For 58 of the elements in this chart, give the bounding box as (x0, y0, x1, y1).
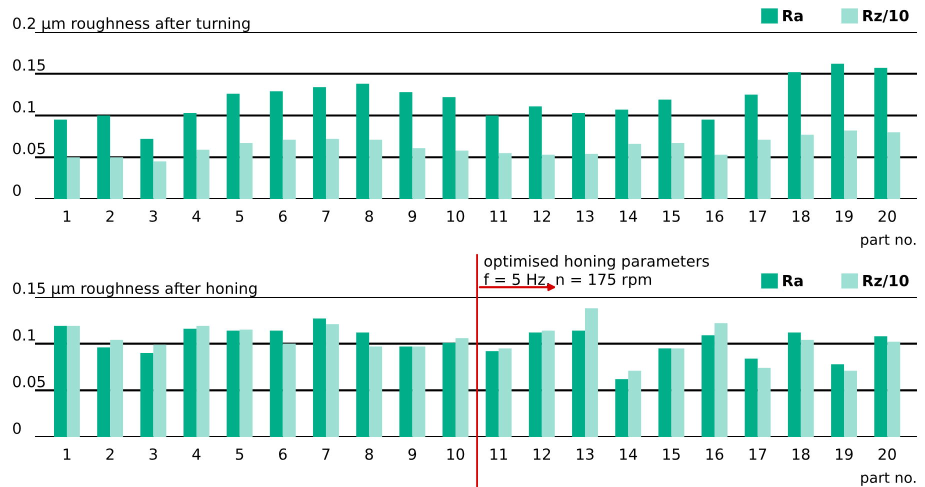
y-tick-label: 0 (13, 184, 21, 196)
x-tick-label: 8 (365, 448, 373, 460)
legend-label: Ra (783, 10, 803, 22)
x-tick-label: 6 (279, 210, 287, 222)
x-tick-label: 3 (150, 210, 157, 222)
x-tick-label: 11 (490, 448, 507, 460)
y-tick-label: 0.2 (13, 17, 35, 30)
x-tick-label: 12 (534, 448, 550, 460)
x-tick-label: 1 (64, 210, 70, 222)
x-tick-label: 9 (408, 210, 416, 222)
x-tick-label: 2 (106, 448, 114, 460)
x-tick-label: 10 (447, 448, 464, 460)
x-tick-label: 4 (192, 448, 200, 460)
x-tick-label: 7 (322, 448, 330, 460)
x-tick-label: 14 (620, 448, 638, 460)
x-axis-title: part no. (861, 234, 916, 248)
x-tick-label: 20 (878, 210, 896, 222)
x-tick-label: 2 (106, 210, 114, 222)
x-tick-label: 13 (576, 448, 594, 460)
legend-label: Rz/10 (863, 274, 909, 288)
x-tick-label: 20 (878, 448, 896, 460)
legend-label: Rz/10 (863, 10, 909, 23)
x-tick-label: 19 (836, 210, 853, 222)
x-axis-title: part no. (861, 472, 916, 486)
x-tick-label: 16 (706, 210, 724, 222)
x-tick-label: 14 (620, 210, 638, 222)
x-tick-label: 6 (279, 448, 287, 460)
x-tick-label: 18 (792, 448, 810, 460)
x-tick-label: 1 (64, 448, 70, 460)
x-tick-label: 17 (750, 448, 766, 460)
y-axis-title: µm roughness after turning (42, 17, 250, 32)
x-tick-label: 5 (236, 210, 244, 222)
y-axis-title: µm roughness after honing (52, 282, 256, 297)
y-tick-label: 0.1 (13, 329, 35, 341)
ref-line-label: optimised honing parameters f = 5 Hz, n = 175 rpm (484, 255, 709, 288)
y-tick-label: 0.05 (13, 376, 45, 388)
legend-label: Ra (783, 275, 803, 286)
x-tick-label: 8 (365, 210, 373, 222)
y-tick-label: 0.15 (13, 282, 45, 294)
x-tick-label: 17 (750, 210, 766, 222)
y-tick-label: 0.15 (13, 59, 45, 71)
x-tick-label: 9 (408, 448, 416, 460)
x-tick-label: 15 (663, 448, 680, 460)
y-tick-label: 0 (13, 422, 21, 434)
y-tick-label: 0.05 (13, 142, 45, 154)
x-tick-label: 12 (534, 210, 550, 222)
x-tick-label: 4 (192, 210, 200, 222)
x-tick-label: 19 (836, 448, 853, 460)
x-tick-label: 3 (150, 448, 157, 460)
x-tick-label: 16 (706, 448, 724, 460)
x-tick-label: 15 (663, 210, 680, 222)
x-tick-label: 13 (576, 210, 594, 222)
x-tick-label: 5 (236, 448, 244, 460)
x-tick-label: 7 (322, 210, 330, 222)
x-tick-label: 10 (447, 210, 464, 222)
x-tick-label: 18 (792, 210, 810, 222)
y-tick-label: 0.1 (13, 100, 35, 113)
x-tick-label: 11 (490, 210, 507, 222)
